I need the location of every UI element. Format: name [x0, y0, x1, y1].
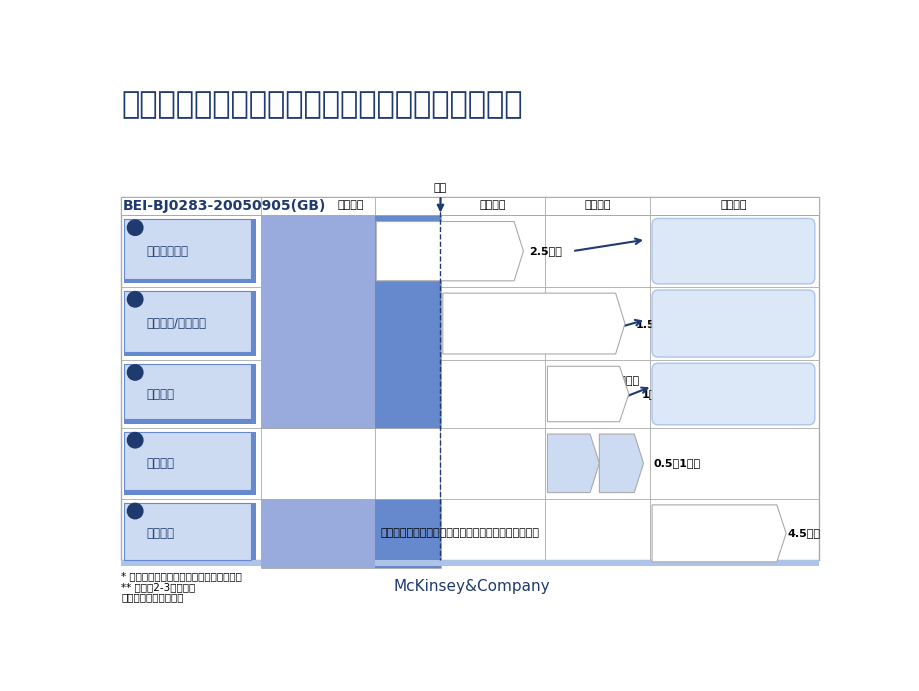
Text: 部职责，上市与存续/非上市: 部职责，上市与存续/非上市 — [656, 328, 729, 337]
FancyBboxPatch shape — [652, 290, 814, 357]
Text: • 组织架构转换的路线: • 组织架构转换的路线 — [656, 379, 718, 389]
Circle shape — [127, 433, 142, 448]
Bar — [124, 364, 255, 424]
Text: 2B: 2B — [128, 368, 142, 377]
Bar — [121, 197, 818, 216]
Text: 部管控机制: 部管控机制 — [553, 387, 586, 397]
Circle shape — [127, 292, 142, 307]
Text: 组织架构（纵向，横向）和总: 组织架构（纵向，横向）和总 — [553, 375, 639, 386]
Text: 1.5个月: 1.5个月 — [635, 319, 668, 328]
Text: * 由中外运实施小组参与，麦肯锡提供支持: * 由中外运实施小组参与，麦肯锡提供支持 — [121, 571, 242, 581]
Text: 主要解决以下问题: 主要解决以下问题 — [656, 293, 703, 303]
Text: 举行研讨会**: 举行研讨会** — [656, 509, 698, 520]
Text: BEI-BJ0283-20050905(GB): BEI-BJ0283-20050905(GB) — [122, 199, 325, 214]
Text: 0.5～1个月: 0.5～1个月 — [652, 458, 700, 468]
Text: 1: 1 — [131, 223, 139, 233]
Text: • 各业务的组织架构（条、块），总: • 各业务的组织架构（条、块），总 — [656, 319, 744, 328]
Polygon shape — [598, 434, 643, 493]
Text: • 确定中外运业务定位: • 确定中外运业务定位 — [657, 226, 722, 236]
Text: 1个月: 1个月 — [641, 389, 663, 399]
Bar — [124, 502, 251, 560]
Text: 协调执行: 协调执行 — [146, 527, 174, 540]
Bar — [124, 364, 251, 419]
Text: ** 预计为2-3次研讨会: ** 预计为2-3次研讨会 — [121, 582, 195, 592]
Bar — [124, 219, 255, 283]
Text: • 关键举措的优先排序: • 关键举措的优先排序 — [656, 370, 718, 379]
Bar — [124, 291, 251, 352]
Bar — [124, 219, 251, 278]
FancyBboxPatch shape — [652, 218, 814, 284]
Bar — [124, 291, 255, 357]
Text: 基于高管层的共识，将项目建议转化为可以实施的行动: 基于高管层的共识，将项目建议转化为可以实施的行动 — [380, 529, 539, 538]
Text: • 提出业务线的未来发展方向: • 提出业务线的未来发展方向 — [657, 238, 741, 247]
Circle shape — [127, 220, 142, 236]
Text: • 各业务线的协同性和在此基础之上: • 各业务线的协同性和在此基础之上 — [656, 303, 744, 312]
Text: 第五个月: 第五个月 — [720, 200, 746, 210]
Polygon shape — [442, 293, 624, 354]
Polygon shape — [547, 434, 598, 493]
Text: 以协助达成内: 以协助达成内 — [656, 520, 694, 530]
Text: 业务组合战略: 业务组合战略 — [146, 245, 187, 258]
Text: 实施举措: 实施举措 — [553, 458, 580, 468]
Text: 组织架构的调整建议和资产重: 组织架构的调整建议和资产重 — [448, 306, 535, 316]
Text: 组织管控: 组织管控 — [146, 388, 174, 401]
Text: 实施举措: 实施举措 — [146, 457, 174, 470]
Text: McKinsey&Company: McKinsey&Company — [392, 579, 550, 594]
Text: • 具体方案执行的路线图和时间表: • 具体方案执行的路线图和时间表 — [656, 337, 740, 346]
Circle shape — [127, 365, 142, 380]
Text: 第四个月: 第四个月 — [584, 200, 610, 210]
Text: 实施计划: 实施计划 — [604, 455, 630, 465]
Bar — [260, 499, 374, 568]
Text: 2.5个月: 2.5个月 — [529, 246, 562, 256]
Text: 4: 4 — [131, 506, 139, 516]
Text: 部一致意见: 部一致意见 — [656, 531, 687, 541]
FancyBboxPatch shape — [652, 363, 814, 425]
Text: 组的主要原则: 组的主要原则 — [448, 318, 488, 328]
Bar — [260, 216, 440, 428]
Text: 第三个月: 第三个月 — [479, 200, 505, 210]
Circle shape — [127, 503, 142, 519]
Bar — [124, 502, 255, 564]
Polygon shape — [376, 222, 523, 281]
Text: 业务组合及优先排序: 业务组合及优先排序 — [383, 246, 443, 256]
Text: 的业务组合方案: 的业务组合方案 — [656, 311, 699, 320]
Text: 第二个月: 第二个月 — [337, 200, 363, 210]
Polygon shape — [652, 505, 786, 562]
Text: 资料来源：麦肯锡分析: 资料来源：麦肯锡分析 — [121, 593, 184, 603]
Bar — [121, 560, 818, 567]
Text: 组织架构/资产重组: 组织架构/资产重组 — [146, 317, 206, 330]
Text: 图和时间表: 图和时间表 — [656, 390, 692, 399]
Text: 4.5个月: 4.5个月 — [787, 529, 820, 538]
Text: 2A: 2A — [128, 294, 142, 304]
Bar — [124, 432, 251, 490]
Bar — [121, 197, 818, 560]
Bar — [124, 432, 255, 495]
Bar — [260, 499, 440, 568]
Text: 3: 3 — [131, 435, 139, 445]
Text: 今天: 今天 — [434, 183, 447, 193]
Text: 协助制定: 协助制定 — [604, 444, 630, 453]
Bar — [260, 216, 374, 428]
Text: 项目将分三个阶段进行，本阶段的工作重点是业务: 项目将分三个阶段进行，本阶段的工作重点是业务 — [121, 91, 522, 120]
Polygon shape — [547, 366, 629, 422]
